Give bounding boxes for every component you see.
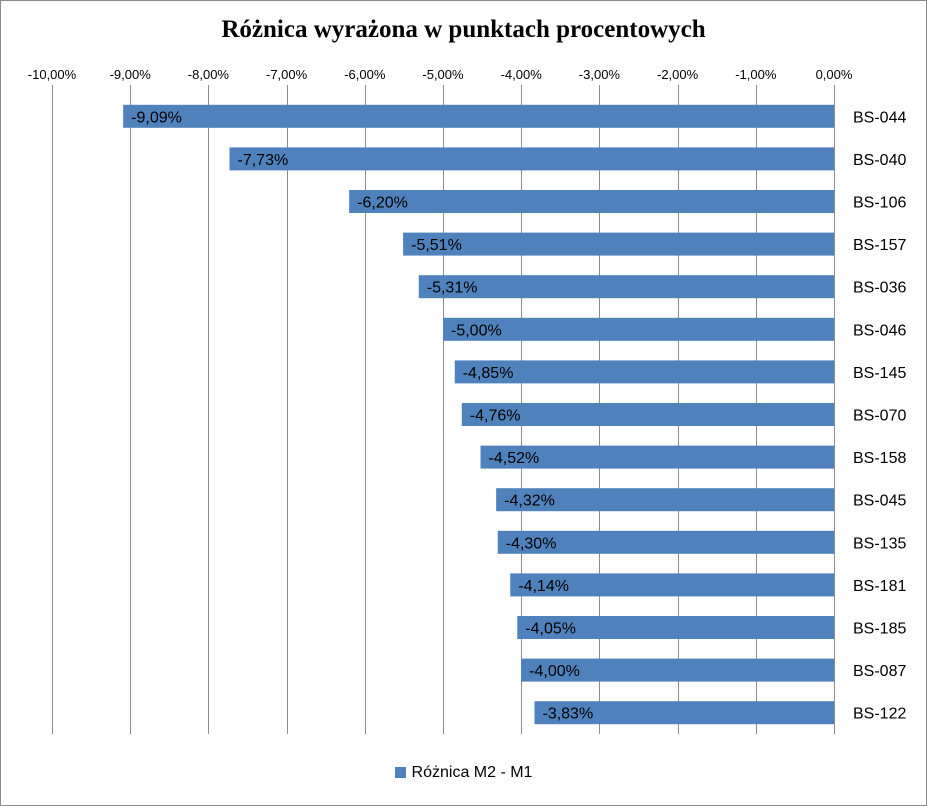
bar bbox=[123, 104, 835, 128]
category-label: BS-106 bbox=[853, 195, 906, 212]
x-tick-label: -3,00% bbox=[579, 67, 621, 82]
bar bbox=[496, 488, 834, 512]
chart-title: Różnica wyrażona w punktach procentowych bbox=[221, 16, 706, 43]
x-axis-tick-labels: -10,00% -9,00% -8,00% -7,00% -6,00% -5,00% -4,… bbox=[28, 67, 853, 82]
bar bbox=[497, 530, 834, 554]
data-label: -4,00% bbox=[529, 663, 580, 680]
category-label: BS-045 bbox=[853, 493, 906, 510]
legend-label: Różnica M2 - M1 bbox=[411, 764, 533, 781]
category-label: BS-044 bbox=[853, 109, 906, 126]
legend: Różnica M2 - M1 bbox=[0, 764, 927, 782]
category-label: BS-157 bbox=[853, 237, 906, 254]
x-tick-label: -1,00% bbox=[735, 67, 777, 82]
bar bbox=[349, 190, 834, 213]
data-label: -4,85% bbox=[463, 365, 514, 382]
data-label: -5,51% bbox=[411, 237, 462, 254]
category-labels: BS-044 BS-040 BS-106 BS-157 BS-036 BS-046 BS-1… bbox=[853, 109, 906, 722]
bar bbox=[534, 701, 834, 725]
data-label: -5,31% bbox=[427, 280, 478, 297]
data-labels: -9,09% -7,73% -6,20% -5,51% -5,31% -5,00% -4,8… bbox=[131, 109, 593, 722]
bar bbox=[418, 275, 834, 299]
x-tick-label: -9,00% bbox=[110, 67, 152, 82]
bar bbox=[517, 616, 834, 639]
category-label: BS-040 bbox=[853, 152, 906, 169]
x-tick-label: -4,00% bbox=[501, 67, 543, 82]
data-label: -4,32% bbox=[504, 493, 555, 510]
data-label: -4,05% bbox=[525, 621, 576, 638]
x-tick-label: -7,00% bbox=[266, 67, 308, 82]
category-label: BS-122 bbox=[853, 706, 906, 723]
bar bbox=[443, 317, 834, 341]
bar bbox=[454, 360, 834, 384]
bars bbox=[123, 104, 835, 725]
bar bbox=[521, 658, 834, 682]
category-label: BS-036 bbox=[853, 280, 906, 297]
data-label: -3,83% bbox=[542, 706, 593, 723]
bar bbox=[510, 573, 834, 597]
data-label: -4,52% bbox=[489, 450, 540, 467]
category-label: BS-185 bbox=[853, 621, 906, 638]
x-tick-label: -10,00% bbox=[28, 67, 77, 82]
data-label: -4,76% bbox=[470, 408, 521, 425]
data-label: -6,20% bbox=[357, 195, 408, 212]
x-tick-label: -5,00% bbox=[422, 67, 464, 82]
bar bbox=[461, 403, 834, 426]
category-label: BS-158 bbox=[853, 450, 906, 467]
category-label: BS-145 bbox=[853, 365, 906, 382]
category-label: BS-135 bbox=[853, 535, 906, 552]
category-label: BS-046 bbox=[853, 322, 906, 339]
bar bbox=[480, 445, 834, 469]
data-label: -5,00% bbox=[451, 322, 502, 339]
category-label: BS-070 bbox=[853, 408, 906, 425]
data-label: -9,09% bbox=[131, 109, 182, 126]
legend-swatch bbox=[394, 767, 406, 778]
data-label: -4,30% bbox=[506, 535, 557, 552]
x-tick-label: 0,00% bbox=[816, 67, 853, 82]
bar bbox=[229, 147, 835, 171]
bar bbox=[403, 232, 834, 256]
data-label: -7,73% bbox=[238, 152, 289, 169]
x-tick-label: -6,00% bbox=[344, 67, 386, 82]
category-label: BS-087 bbox=[853, 663, 906, 680]
data-label: -4,14% bbox=[518, 578, 569, 595]
x-tick-label: -2,00% bbox=[657, 67, 699, 82]
category-label: BS-181 bbox=[853, 578, 906, 595]
x-tick-label: -8,00% bbox=[188, 67, 230, 82]
